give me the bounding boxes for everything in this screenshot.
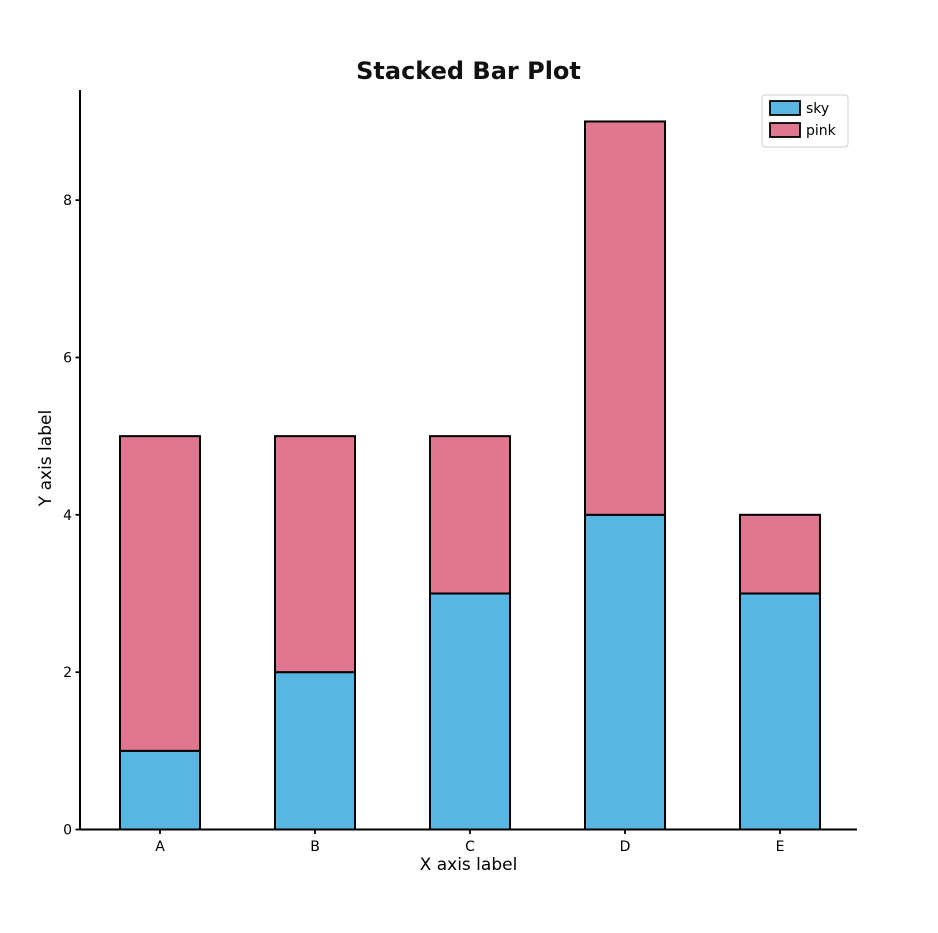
legend-swatch-sky	[769, 100, 801, 116]
bar-segment-B-sky	[274, 671, 356, 831]
bar-segment-E-pink	[739, 513, 821, 595]
bar-segment-D-sky	[584, 513, 666, 831]
bar-segment-D-pink	[584, 120, 666, 516]
y-tick-label-6: 6	[63, 350, 72, 366]
y-tick-label-2: 2	[63, 665, 72, 681]
x-tick-label-C: C	[465, 839, 475, 855]
y-tick-label-0: 0	[63, 823, 72, 839]
chart-title: Stacked Bar Plot	[356, 57, 581, 85]
x-axis-label: X axis label	[419, 855, 518, 875]
bar-segment-E-sky	[739, 592, 821, 831]
bar-segment-C-sky	[429, 592, 511, 831]
x-tick-label-E: E	[776, 839, 785, 855]
bar-segment-A-sky	[119, 749, 201, 831]
legend-label-sky: sky	[806, 101, 829, 117]
legend-swatch-pink	[769, 122, 801, 138]
x-tick-label-A: A	[155, 839, 165, 855]
bar-segment-A-pink	[119, 435, 201, 752]
bar-segment-B-pink	[274, 435, 356, 674]
legend-label-pink: pink	[806, 123, 837, 139]
y-tick-label-8: 8	[63, 193, 72, 209]
y-axis-label: Y axis label	[36, 409, 56, 507]
bar-segment-C-pink	[429, 435, 511, 595]
x-tick-label-D: D	[620, 839, 631, 855]
x-tick-label-B: B	[310, 839, 320, 855]
y-tick-label-4: 4	[63, 508, 72, 524]
